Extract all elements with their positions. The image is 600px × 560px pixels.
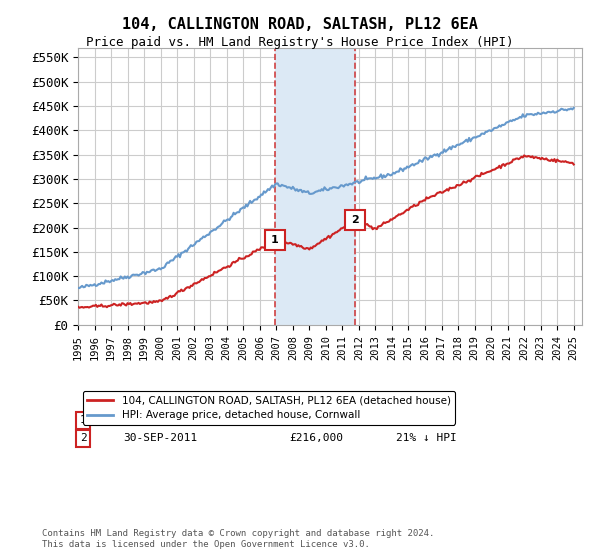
Text: 1: 1 [80,416,86,426]
Text: Contains HM Land Registry data © Crown copyright and database right 2024.
This d: Contains HM Land Registry data © Crown c… [42,529,434,549]
Text: 38% ↓ HPI: 38% ↓ HPI [395,416,456,426]
Text: £216,000: £216,000 [290,433,344,444]
Text: Price paid vs. HM Land Registry's House Price Index (HPI): Price paid vs. HM Land Registry's House … [86,36,514,49]
Text: 30-SEP-2011: 30-SEP-2011 [124,433,197,444]
Text: £175,000: £175,000 [290,416,344,426]
Text: 2: 2 [80,433,86,444]
Text: 104, CALLINGTON ROAD, SALTASH, PL12 6EA: 104, CALLINGTON ROAD, SALTASH, PL12 6EA [122,17,478,32]
Legend: 104, CALLINGTON ROAD, SALTASH, PL12 6EA (detached house), HPI: Average price, de: 104, CALLINGTON ROAD, SALTASH, PL12 6EA … [83,391,455,424]
Text: 21% ↓ HPI: 21% ↓ HPI [395,433,456,444]
Text: 1: 1 [271,235,278,245]
Text: 2: 2 [351,214,359,225]
Text: 24-NOV-2006: 24-NOV-2006 [124,416,197,426]
Bar [275,48,355,325]
